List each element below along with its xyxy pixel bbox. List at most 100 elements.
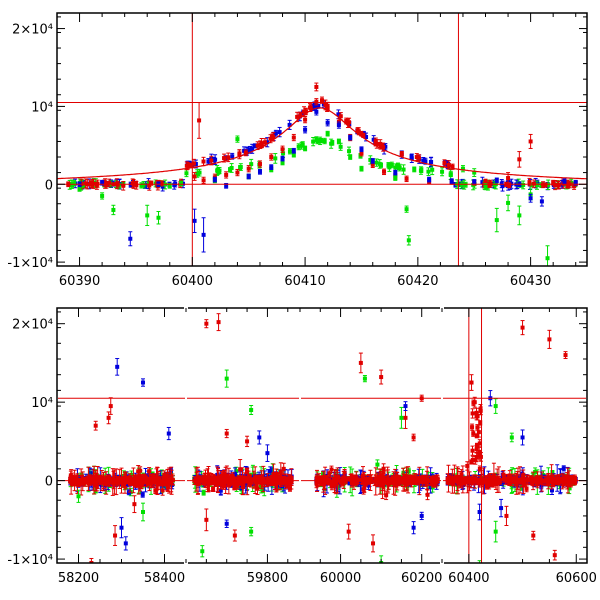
top-plot-area bbox=[57, 13, 587, 266]
data-point-green bbox=[229, 163, 234, 173]
data-point-red bbox=[104, 478, 109, 486]
data-point-red bbox=[399, 151, 404, 157]
data-point-red bbox=[257, 160, 262, 168]
data-point-red bbox=[382, 168, 387, 176]
outlier-point-green bbox=[141, 502, 145, 522]
data-point-green bbox=[517, 205, 522, 226]
data-point-red bbox=[442, 159, 447, 167]
event-point bbox=[471, 399, 476, 407]
outlier-point-red bbox=[113, 525, 118, 546]
data-point-red bbox=[243, 149, 248, 157]
data-point-green bbox=[336, 138, 341, 145]
data-point-red bbox=[144, 476, 149, 488]
outlier-point-green bbox=[509, 432, 514, 443]
outlier-point-green bbox=[76, 489, 81, 503]
data-point-green bbox=[156, 211, 161, 225]
data-point-blue bbox=[561, 465, 566, 472]
y-tick-label: 0 bbox=[45, 178, 53, 193]
data-point-red bbox=[163, 477, 168, 486]
top-axes-frame bbox=[56, 12, 588, 267]
data-point-red bbox=[192, 172, 197, 181]
data-point-red bbox=[343, 478, 348, 485]
data-point-green bbox=[201, 489, 206, 496]
data-point-green bbox=[397, 165, 402, 171]
data-point-red bbox=[194, 471, 199, 485]
outlier-point-green bbox=[224, 369, 229, 388]
outlier-point-green bbox=[399, 406, 404, 429]
data-point-green bbox=[325, 130, 330, 137]
data-point-green bbox=[359, 165, 364, 172]
outlier-point-blue bbox=[166, 426, 171, 441]
data-point-green bbox=[145, 204, 150, 227]
data-point-green bbox=[303, 145, 308, 152]
x-tick-label: 60400 bbox=[172, 274, 213, 289]
data-point-red bbox=[404, 175, 409, 183]
model-curve bbox=[57, 107, 587, 180]
outlier-point-red bbox=[204, 319, 209, 329]
data-point-red bbox=[224, 171, 229, 179]
data-point-red bbox=[235, 168, 240, 177]
bottom-panel: -1×10⁴ 0 10⁴ 2×10⁴ 58200 58400 59800 60000 60200… bbox=[7, 306, 597, 586]
data-point-red bbox=[329, 465, 334, 474]
data-point-green bbox=[314, 136, 319, 142]
data-point-blue bbox=[100, 179, 105, 186]
data-point-green bbox=[322, 137, 327, 145]
data-point-green bbox=[426, 167, 431, 176]
outlier-point-blue bbox=[419, 511, 424, 521]
data-point-blue bbox=[192, 208, 197, 234]
data-point-green bbox=[377, 159, 382, 169]
outlier-point-red bbox=[371, 534, 376, 553]
data-point-green bbox=[179, 180, 184, 187]
data-point-red bbox=[517, 151, 522, 168]
data-point-blue bbox=[212, 176, 217, 183]
data-point-blue bbox=[325, 119, 330, 127]
x-tick-label: 60400 bbox=[448, 571, 489, 586]
event-point bbox=[470, 423, 475, 431]
data-point-green bbox=[299, 141, 304, 150]
outlier-point-blue bbox=[115, 358, 120, 376]
outlier-point-red bbox=[89, 557, 94, 563]
data-point-red bbox=[169, 469, 174, 495]
data-point-red bbox=[543, 182, 548, 188]
data-point-blue bbox=[409, 154, 414, 160]
data-point-blue bbox=[128, 231, 133, 247]
data-point-green bbox=[100, 192, 105, 200]
outlier-point-red bbox=[469, 374, 474, 391]
data-point-red bbox=[201, 176, 206, 184]
outlier-point-red bbox=[93, 420, 98, 431]
outlier-point-red bbox=[224, 428, 229, 439]
data-point-red bbox=[287, 475, 292, 485]
data-point-green bbox=[235, 135, 240, 143]
data-point-red bbox=[80, 471, 85, 492]
data-point-red bbox=[246, 165, 251, 173]
data-point-red bbox=[212, 474, 217, 486]
y-tick-label: 10⁴ bbox=[31, 100, 53, 115]
outlier-point-blue bbox=[224, 519, 229, 528]
data-point-red bbox=[556, 180, 561, 190]
data-point-red bbox=[287, 485, 292, 492]
outlier-point-red bbox=[245, 435, 250, 448]
data-point-red bbox=[221, 470, 226, 489]
data-point-red bbox=[237, 149, 242, 160]
outlier-point-red bbox=[520, 320, 525, 336]
outlier-point-blue bbox=[499, 498, 504, 518]
data-point-blue bbox=[472, 179, 477, 185]
data-point-green bbox=[534, 180, 539, 190]
x-tick-label: 60000 bbox=[320, 571, 361, 586]
data-point-red bbox=[147, 180, 152, 191]
outlier-point-red bbox=[216, 313, 221, 332]
data-point-red bbox=[245, 467, 250, 496]
outlier-point-blue bbox=[411, 521, 416, 535]
data-point-green bbox=[460, 165, 465, 173]
data-point-blue bbox=[269, 164, 274, 170]
y-tick-label: -1×10⁴ bbox=[7, 553, 53, 568]
data-point-green bbox=[494, 207, 499, 233]
data-point-red bbox=[278, 471, 283, 487]
data-point-blue bbox=[528, 193, 533, 203]
data-point-red bbox=[197, 102, 202, 139]
data-point-blue bbox=[257, 168, 262, 175]
outlier-point-red bbox=[204, 508, 209, 532]
data-point-blue bbox=[336, 121, 341, 129]
data-point-green bbox=[459, 181, 464, 189]
data-point-green bbox=[348, 154, 353, 160]
